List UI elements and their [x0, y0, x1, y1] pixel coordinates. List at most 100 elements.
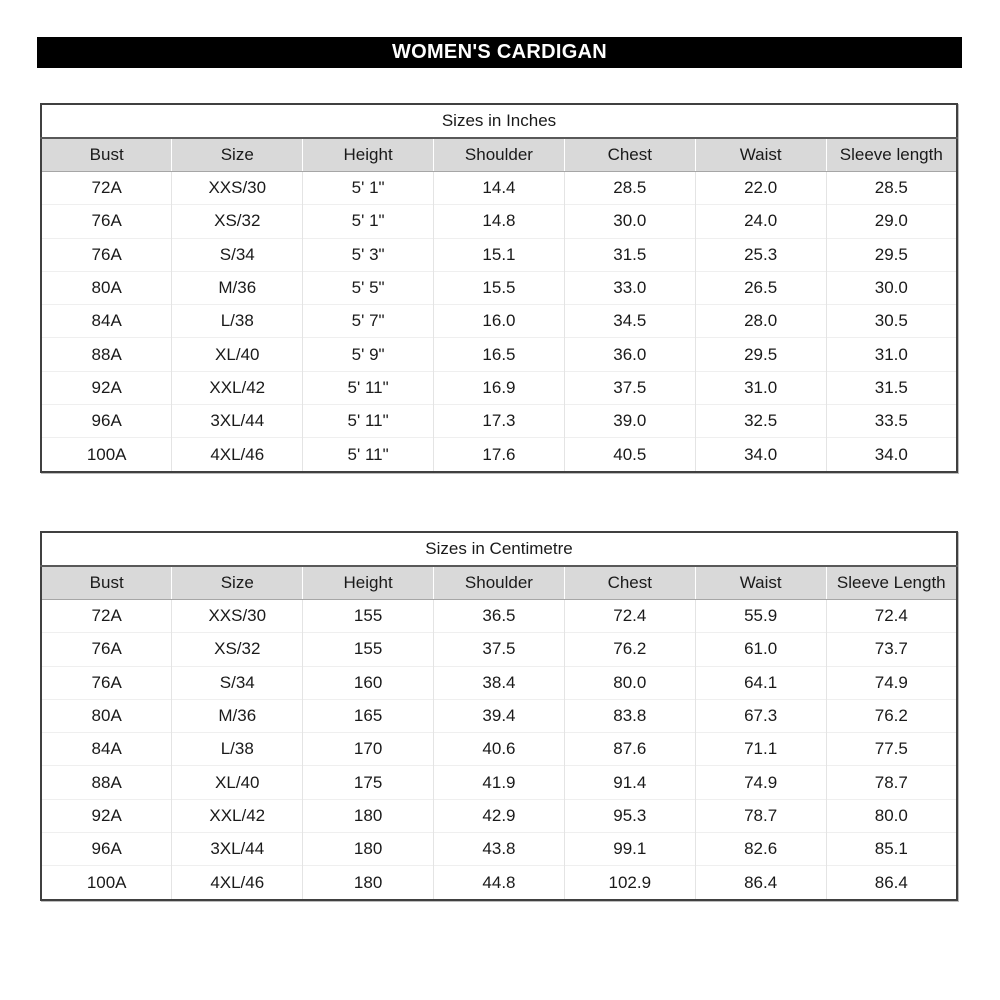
table-row: 88A XL/40 5' 9" 16.5 36.0 29.5 31.0	[41, 337, 957, 372]
table-cell: 33.5	[825, 404, 957, 438]
page-title: WOMEN'S CARDIGAN	[37, 37, 962, 68]
table-cell: 180	[302, 832, 434, 866]
table-cell: 61.0	[694, 632, 827, 667]
table-cell: 80.0	[563, 665, 696, 700]
table-cell: 5' 3"	[302, 237, 434, 272]
column-header-height: Height	[302, 138, 434, 172]
table-cell: 31.0	[825, 337, 957, 372]
table-row: 80A M/36 5' 5" 15.5 33.0 26.5 30.0	[41, 270, 957, 305]
table-cell: L/38	[171, 304, 303, 338]
table-cell: 180	[302, 798, 434, 833]
table-cell: 39.0	[563, 404, 696, 438]
table-cell: 42.9	[433, 798, 565, 833]
table-cell: 15.1	[433, 237, 565, 272]
table-cell: 16.9	[433, 370, 565, 405]
table-cell: 96A	[41, 832, 172, 866]
table-cell: 74.9	[825, 665, 957, 700]
table-row: 76A XS/32 155 37.5 76.2 61.0 73.7	[41, 632, 957, 667]
table-row: 100A 4XL/46 5' 11" 17.6 40.5 34.0 34.0	[41, 437, 957, 472]
table-title-row: Sizes in Centimetre	[41, 532, 957, 567]
table-cell: 72.4	[563, 598, 696, 633]
table-cell: 83.8	[563, 698, 696, 733]
table-row: 96A 3XL/44 180 43.8 99.1 82.6 85.1	[41, 832, 957, 866]
table-cell: 33.0	[563, 270, 696, 305]
table-cell: XS/32	[171, 632, 303, 667]
table-cell: 96A	[41, 404, 172, 438]
table-cell: 76.2	[825, 698, 957, 733]
table-cell: 17.3	[433, 404, 565, 438]
sizes-in-inches-table: Sizes in Inches Bust Size Height Shoulder Ch…	[40, 103, 958, 473]
table-cell: 16.5	[433, 337, 565, 372]
table-cell: 76A	[41, 204, 172, 239]
table-cell: 72A	[41, 170, 172, 205]
table-cell: XXL/42	[171, 370, 303, 405]
table-cell: 5' 5"	[302, 270, 434, 305]
table-cell: 87.6	[563, 732, 696, 766]
table-cell: 175	[302, 765, 434, 800]
table-row: 76A S/34 160 38.4 80.0 64.1 74.9	[41, 665, 957, 700]
table-cell: 22.0	[694, 170, 827, 205]
sizes-in-centimetre-table: Sizes in Centimetre Bust Size Height Should…	[40, 531, 958, 901]
table-cell: 5' 1"	[302, 204, 434, 239]
table-cell: 99.1	[563, 832, 696, 866]
table-row: 84A L/38 5' 7" 16.0 34.5 28.0 30.5	[41, 304, 957, 338]
table-cell: XL/40	[171, 337, 303, 372]
column-header-size: Size	[171, 138, 303, 172]
table-row: 100A 4XL/46 180 44.8 102.9 86.4 86.4	[41, 865, 957, 900]
table-title: Sizes in Inches	[41, 104, 957, 139]
table-header-row: Bust Size Height Shoulder Chest Waist Sleeve l…	[41, 138, 957, 172]
table-cell: 37.5	[433, 632, 565, 667]
column-header-height: Height	[302, 566, 434, 600]
table-cell: 5' 1"	[302, 170, 434, 205]
column-header-size: Size	[171, 566, 303, 600]
table-cell: 76A	[41, 632, 172, 667]
table-cell: 55.9	[694, 598, 827, 633]
table-cell: 67.3	[694, 698, 827, 733]
table-cell: 72.4	[825, 598, 957, 633]
table-cell: XXS/30	[171, 170, 303, 205]
table-cell: 44.8	[433, 865, 565, 900]
table-cell: M/36	[171, 698, 303, 733]
table-cell: 14.8	[433, 204, 565, 239]
table-cell: 155	[302, 598, 434, 633]
table-cell: 5' 7"	[302, 304, 434, 338]
table-cell: 36.0	[563, 337, 696, 372]
table-cell: 5' 11"	[302, 404, 434, 438]
table-cell: 37.5	[563, 370, 696, 405]
table-cell: 92A	[41, 370, 172, 405]
table-cell: 36.5	[433, 598, 565, 633]
table-cell: 34.0	[825, 437, 957, 472]
table-row: 92A XXL/42 180 42.9 95.3 78.7 80.0	[41, 798, 957, 833]
table-cell: 29.5	[694, 337, 827, 372]
table-row: 76A XS/32 5' 1" 14.8 30.0 24.0 29.0	[41, 204, 957, 239]
table-cell: 180	[302, 865, 434, 900]
table-cell: 91.4	[563, 765, 696, 800]
table-cell: 80A	[41, 270, 172, 305]
table-cell: 28.5	[563, 170, 696, 205]
table-cell: 39.4	[433, 698, 565, 733]
table-cell: 170	[302, 732, 434, 766]
table-row: 96A 3XL/44 5' 11" 17.3 39.0 32.5 33.5	[41, 404, 957, 438]
table-row: 72A XXS/30 5' 1" 14.4 28.5 22.0 28.5	[41, 170, 957, 205]
table-cell: 4XL/46	[171, 865, 303, 900]
column-header-waist: Waist	[694, 138, 827, 172]
table-cell: 78.7	[825, 765, 957, 800]
table-cell: 76.2	[563, 632, 696, 667]
table-cell: 80A	[41, 698, 172, 733]
table-cell: 5' 9"	[302, 337, 434, 372]
column-header-bust: Bust	[41, 138, 172, 172]
table-body: Sizes in Centimetre Bust Size Height Should…	[41, 532, 957, 900]
table-cell: 76A	[41, 237, 172, 272]
table-cell: 165	[302, 698, 434, 733]
table-body: Sizes in Inches Bust Size Height Shoulder Ch…	[41, 104, 957, 472]
column-header-chest: Chest	[563, 566, 696, 600]
table-cell: S/34	[171, 237, 303, 272]
table-cell: 40.5	[563, 437, 696, 472]
column-header-waist: Waist	[694, 566, 827, 600]
table-cell: 29.5	[825, 237, 957, 272]
table-cell: XXS/30	[171, 598, 303, 633]
table-cell: 64.1	[694, 665, 827, 700]
table-cell: 5' 11"	[302, 370, 434, 405]
table-cell: 25.3	[694, 237, 827, 272]
table-cell: XL/40	[171, 765, 303, 800]
